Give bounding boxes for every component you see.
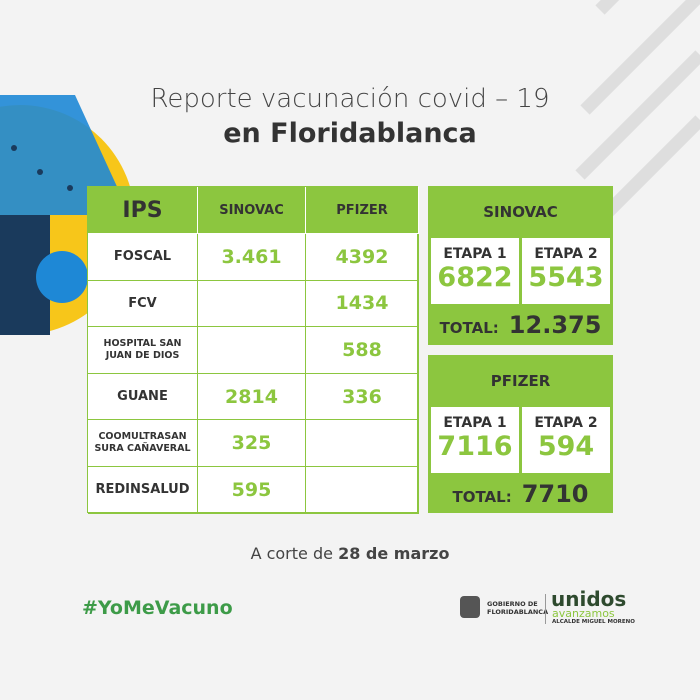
stage-value: 5543	[528, 262, 604, 293]
ips-name: REDINSALUD	[88, 467, 198, 514]
logo-mayor: ALCALDE MIGUEL MORENO	[552, 619, 635, 625]
sinovac-summary: SINOVAC ETAPA 1 6822 ETAPA 2 5543 TOTAL: 12.37…	[428, 186, 613, 345]
cell-value	[198, 327, 306, 374]
cell-value: 1434	[306, 280, 419, 328]
total-label: TOTAL:	[439, 319, 499, 337]
header-cell: IPS	[88, 187, 198, 234]
cell-value	[306, 467, 419, 514]
logo-avanzamos: avanzamos	[552, 607, 615, 620]
cell-value	[198, 280, 306, 328]
total-label: TOTAL:	[452, 488, 512, 506]
ips-name: COOMULTRASAN SURA CAÑAVERAL	[88, 420, 198, 467]
box-title: SINOVAC	[483, 203, 558, 221]
cell-value: 2814	[198, 373, 306, 421]
stage-label: ETAPA 1	[443, 246, 507, 262]
cutoff-prefix: A corte de	[250, 544, 333, 563]
cell-value: 325	[198, 420, 306, 467]
divider	[545, 594, 546, 624]
total: TOTAL: 7710	[428, 480, 613, 508]
stage: ETAPA 1 7116	[431, 407, 519, 473]
ips-name: FOSCAL	[88, 234, 198, 281]
table: IPS SINOVAC PFIZER FOSCAL 3.461 4392 FCV 1434 HO…	[87, 186, 419, 514]
total-value: 7710	[521, 480, 589, 508]
cell-value: 336	[306, 373, 419, 421]
ips-name: HOSPITAL SAN JUAN DE DIOS	[88, 327, 198, 374]
stage: ETAPA 2 594	[522, 407, 610, 473]
gov-logo: GOBIERNO DE FLORIDABLANCA	[487, 600, 549, 616]
ips-name: FCV	[88, 280, 198, 328]
title: Reporte vacunación covid – 19	[150, 84, 550, 114]
stage-label: ETAPA 2	[534, 415, 598, 431]
stage-value: 6822	[437, 262, 513, 293]
stage-value: 7116	[437, 431, 513, 462]
box-title: PFIZER	[490, 372, 551, 390]
header-cell: SINOVAC	[198, 187, 306, 234]
cutoff: A corte de 28 de marzo	[0, 544, 700, 563]
cell-value	[306, 420, 419, 467]
subtitle: en Floridablanca	[223, 118, 477, 149]
ips-name: GUANE	[88, 373, 198, 421]
cell-value: 588	[306, 327, 419, 374]
hashtag: #YoMeVacuno	[82, 597, 233, 619]
header-cell: PFIZER	[306, 187, 419, 234]
cutoff-date: 28 de marzo	[338, 544, 450, 563]
stage: ETAPA 1 6822	[431, 238, 519, 304]
stage-label: ETAPA 2	[534, 246, 598, 262]
stage: ETAPA 2 5543	[522, 238, 610, 304]
pfizer-summary: PFIZER ETAPA 1 7116 ETAPA 2 594 TOTAL: 7710	[428, 355, 613, 513]
stage-value: 594	[537, 431, 595, 462]
total-value: 12.375	[508, 311, 602, 339]
coat-of-arms	[460, 596, 480, 618]
cell-value: 4392	[306, 234, 419, 281]
cell-value: 595	[198, 467, 306, 514]
total: TOTAL: 12.375	[428, 311, 613, 339]
stage-label: ETAPA 1	[443, 415, 507, 431]
cell-value: 3.461	[198, 234, 306, 281]
logo-unidos: unidos	[551, 587, 627, 611]
